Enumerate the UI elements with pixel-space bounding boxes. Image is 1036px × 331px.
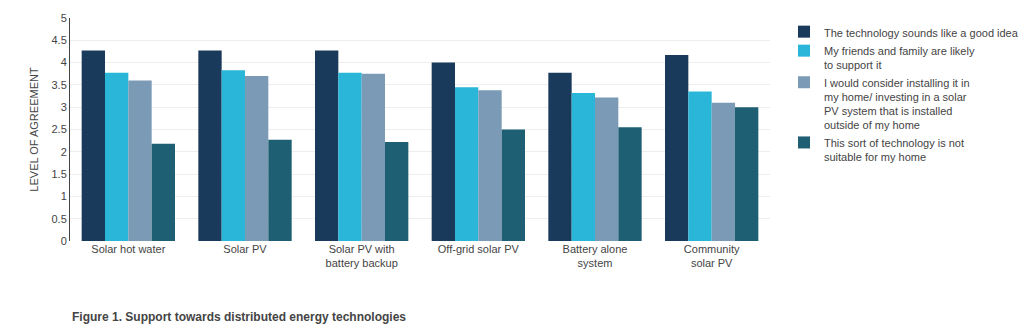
svg-text:My friends and family are like: My friends and family are likelyto suppo… [824,45,975,71]
svg-text:3.5: 3.5 [52,79,67,91]
svg-text:LEVEL OF AGREEMENT: LEVEL OF AGREEMENT [28,67,40,192]
svg-text:2.5: 2.5 [52,123,67,135]
svg-text:2: 2 [61,146,67,158]
svg-text:1.5: 1.5 [52,168,67,180]
svg-text:Communitysolar PV: Communitysolar PV [684,243,740,269]
svg-text:Off-grid solar PV: Off-grid solar PV [438,243,520,255]
svg-text:I would consider installing it: I would consider installing it inmy home… [824,77,970,132]
svg-text:0.5: 0.5 [52,213,67,225]
svg-text:5: 5 [61,12,67,24]
svg-text:Solar PV: Solar PV [223,243,267,255]
svg-text:4: 4 [61,56,67,68]
svg-text:This sort of technology is not: This sort of technology is notsuitable f… [824,137,964,163]
svg-text:Solar PV withbattery backup: Solar PV withbattery backup [326,243,398,269]
svg-text:Battery alonesystem: Battery alonesystem [563,243,628,269]
svg-text:3: 3 [61,101,67,113]
svg-text:Figure 1. Support towards dist: Figure 1. Support towards distributed en… [72,310,406,324]
svg-text:0: 0 [61,235,67,247]
svg-text:1: 1 [61,190,67,202]
svg-text:The technology sounds like a g: The technology sounds like a good idea [824,27,1019,39]
svg-text:Solar hot water: Solar hot water [91,243,165,255]
svg-text:4.5: 4.5 [52,34,67,46]
